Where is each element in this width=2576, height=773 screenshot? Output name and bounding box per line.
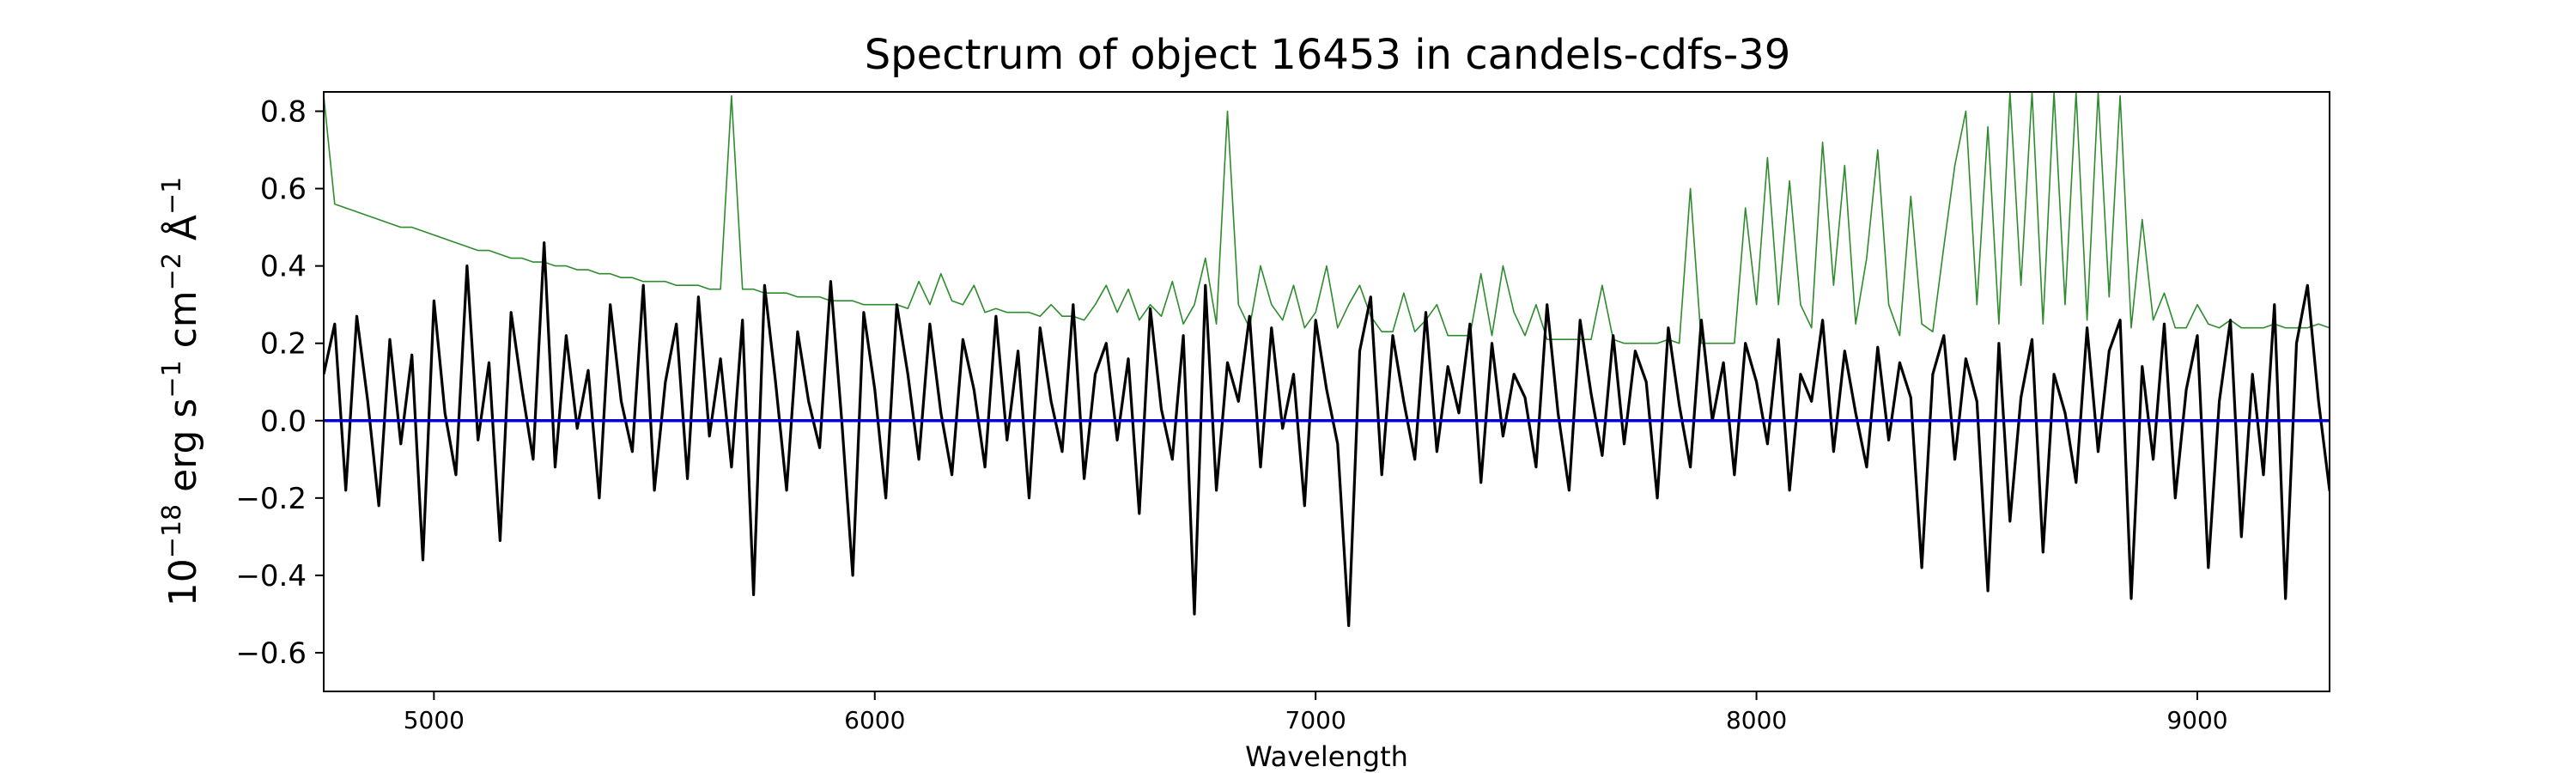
x-axis: 5000 6000 7000 8000 9000 bbox=[404, 691, 2228, 734]
x-tick-label: 9000 bbox=[2166, 706, 2227, 734]
y-tick-label: 0.0 bbox=[260, 405, 307, 439]
ylabel-exp-a: −1 bbox=[157, 177, 187, 215]
series-layer bbox=[324, 92, 2330, 628]
ylabel-erg: erg s bbox=[161, 399, 205, 504]
ylabel-cm: cm bbox=[161, 290, 205, 360]
x-axis-label: Wavelength bbox=[1245, 740, 1408, 773]
y-tick-label: −0.4 bbox=[235, 559, 307, 593]
y-tick-label: −0.6 bbox=[235, 636, 307, 671]
ylabel-exp-cm: −2 bbox=[157, 253, 187, 290]
x-tick-label: 6000 bbox=[844, 706, 905, 734]
y-tick-label: −0.2 bbox=[235, 482, 307, 516]
chart-title: Spectrum of object 16453 in candels-cdfs… bbox=[865, 31, 1791, 79]
ylabel-base: 10 bbox=[161, 558, 205, 606]
y-tick-label: 0.8 bbox=[260, 95, 307, 130]
ylabel-exp-s: −1 bbox=[157, 360, 187, 398]
plot-frame bbox=[323, 91, 2330, 692]
ylabel-exp-base: −18 bbox=[157, 504, 187, 558]
y-axis-label: 10−18 erg s−1 cm−2 Å−1 bbox=[157, 177, 205, 606]
y-tick-label: 0.2 bbox=[260, 327, 307, 362]
ylabel-angstrom: Å bbox=[160, 215, 205, 253]
x-tick-label: 5000 bbox=[404, 706, 465, 734]
flux-series-line bbox=[324, 241, 2330, 628]
y-tick-label: 0.6 bbox=[260, 173, 307, 207]
x-tick-label: 8000 bbox=[1726, 706, 1787, 734]
y-axis: −0.6 −0.4 −0.2 0.0 0.2 0.4 0.6 0.8 bbox=[235, 95, 324, 671]
y-tick-label: 0.4 bbox=[260, 250, 307, 284]
x-tick-label: 7000 bbox=[1285, 706, 1346, 734]
error-series-line bbox=[324, 92, 2330, 344]
